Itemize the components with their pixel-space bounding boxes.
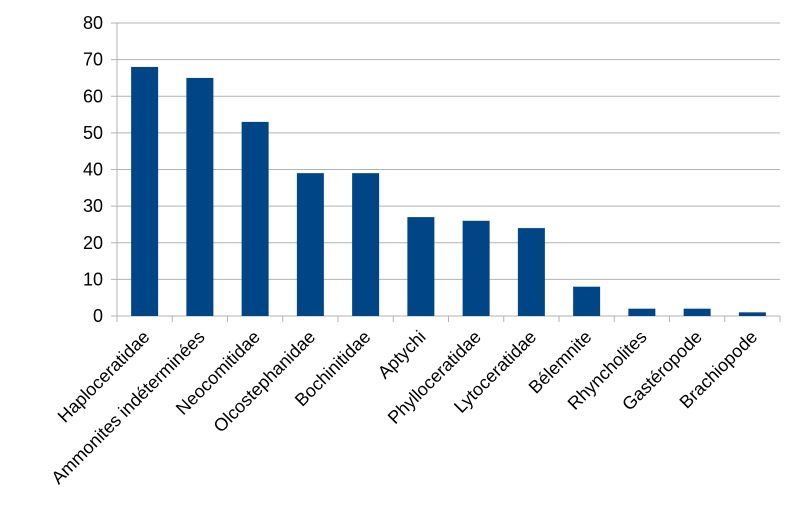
- bar: [407, 217, 435, 316]
- x-tick-label: Haploceratidae: [54, 327, 154, 427]
- y-tick-label: 30: [83, 196, 103, 216]
- x-tick-label: Phylloceratidae: [384, 327, 485, 428]
- bars: [131, 66, 766, 316]
- bar: [131, 66, 159, 316]
- axes: [111, 22, 781, 322]
- bar: [241, 121, 269, 316]
- y-tick-label: 60: [83, 86, 103, 106]
- y-tick-label: 40: [83, 160, 103, 180]
- bar: [738, 312, 766, 316]
- bar: [683, 308, 711, 316]
- y-tick-labels: 0 10 20 30 40 50 60 70 80: [83, 13, 103, 326]
- bar: [517, 228, 545, 316]
- bar: [186, 77, 214, 316]
- x-tick-label: Olcostephanidae: [210, 327, 320, 437]
- y-tick-label: 80: [83, 13, 103, 33]
- y-tick-label: 50: [83, 123, 103, 143]
- bar: [573, 286, 601, 316]
- grid-lines: [117, 22, 780, 317]
- bar: [462, 220, 490, 316]
- bar: [296, 173, 324, 316]
- y-tick-label: 20: [83, 233, 103, 253]
- y-tick-label: 10: [83, 269, 103, 289]
- bar: [352, 173, 380, 316]
- bar: [628, 308, 656, 316]
- y-tick-label: 0: [93, 306, 103, 326]
- y-tick-label: 70: [83, 50, 103, 70]
- x-tick-label: Aptychi: [374, 327, 430, 383]
